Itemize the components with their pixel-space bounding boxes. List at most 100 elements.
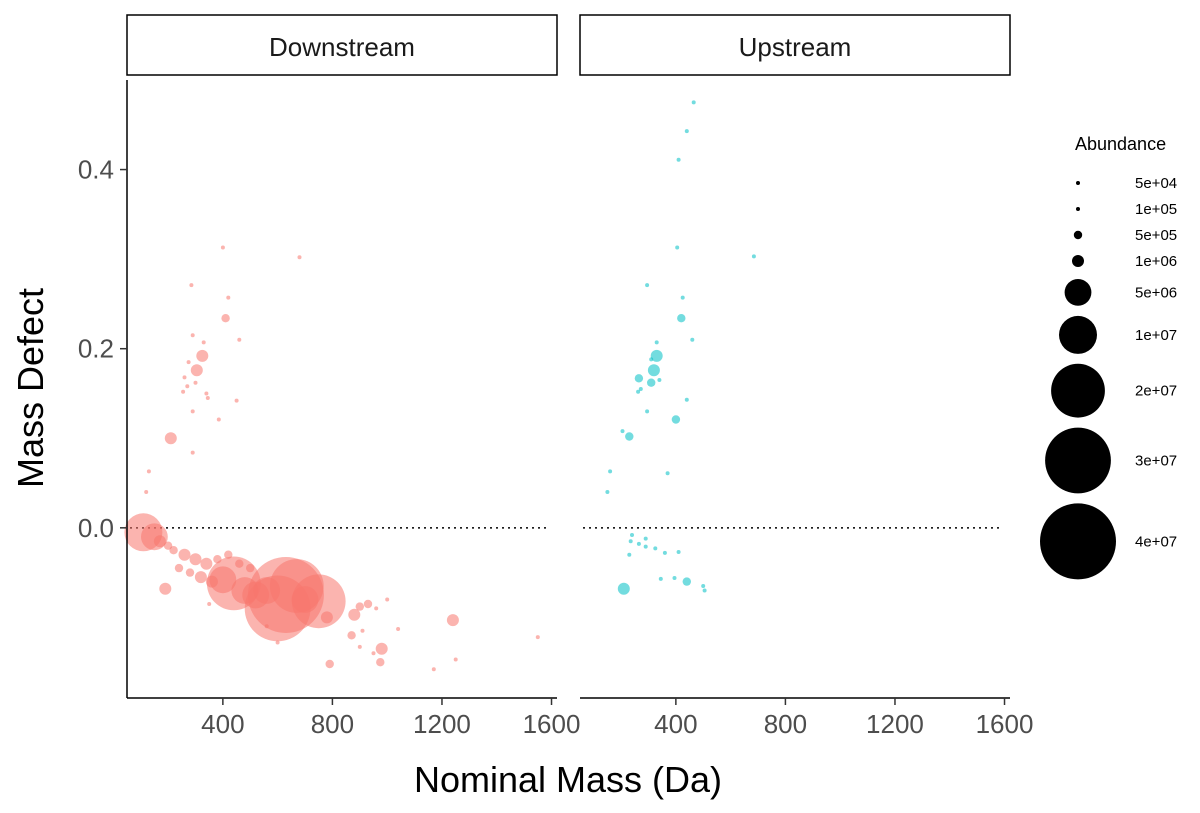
data-point-downstream	[169, 546, 178, 555]
data-point-downstream	[146, 469, 151, 474]
data-point-upstream	[658, 576, 663, 581]
legend-key	[1064, 279, 1092, 306]
data-point-downstream	[189, 283, 194, 288]
data-point-downstream	[385, 597, 390, 602]
data-point-downstream	[205, 396, 210, 400]
y-tick-label: 0.0	[78, 513, 114, 543]
data-point-upstream	[650, 349, 663, 362]
y-axis: 0.0 0.2 0.4	[78, 80, 128, 698]
legend-label: 2e+07	[1135, 383, 1177, 400]
data-point-upstream	[653, 546, 658, 551]
strip-downstream: Downstream	[126, 14, 558, 76]
legend-label: 3e+07	[1135, 453, 1177, 470]
data-point-upstream	[665, 471, 670, 476]
data-point-downstream	[186, 360, 191, 365]
data-point-downstream	[348, 608, 361, 621]
data-point-upstream	[634, 374, 644, 383]
legend-label: 1e+05	[1135, 201, 1177, 218]
data-point-downstream	[446, 614, 459, 627]
data-point-downstream	[275, 640, 280, 645]
data-point-upstream	[654, 340, 659, 345]
data-point-downstream	[297, 255, 302, 260]
data-point-downstream	[453, 657, 458, 662]
panel-downstream: 400 800 1200 1600	[124, 245, 581, 739]
data-point-downstream	[396, 627, 401, 631]
strip-upstream-box	[579, 14, 1011, 76]
data-point-upstream	[684, 129, 689, 134]
data-point-downstream	[360, 628, 365, 633]
strip-upstream: Upstream	[579, 14, 1011, 76]
data-point-upstream	[690, 337, 695, 342]
data-point-downstream	[325, 659, 334, 669]
data-point-upstream	[627, 552, 632, 557]
data-point-upstream	[647, 378, 656, 387]
x-tick-label-upstream: 400	[654, 709, 697, 739]
data-point-downstream	[201, 340, 206, 345]
data-point-upstream	[662, 550, 667, 555]
data-point-downstream	[181, 389, 186, 394]
x-axis-title: Nominal Mass (Da)	[414, 759, 722, 800]
legend-key	[1073, 230, 1083, 240]
data-point-downstream	[200, 557, 213, 570]
data-point-upstream	[702, 588, 707, 593]
data-point-downstream	[221, 314, 230, 323]
legend-key	[1059, 315, 1097, 354]
data-point-upstream	[672, 576, 677, 580]
x-tick-label-upstream: 1200	[866, 709, 924, 739]
x-tick-label-downstream: 1600	[523, 709, 581, 739]
data-point-downstream	[535, 635, 540, 640]
data-point-downstream	[371, 651, 376, 656]
data-point-downstream	[194, 571, 207, 584]
data-point-downstream	[347, 631, 356, 640]
data-point-upstream	[628, 539, 633, 544]
data-point-downstream	[234, 398, 239, 403]
data-point-downstream	[209, 566, 237, 594]
legend-label: 1e+07	[1135, 327, 1177, 344]
data-point-upstream	[675, 245, 680, 250]
data-point-downstream	[253, 577, 281, 604]
data-point-downstream	[182, 375, 187, 380]
data-point-upstream	[676, 157, 681, 162]
data-point-upstream	[625, 432, 634, 441]
strip-downstream-box	[126, 14, 558, 76]
x-tick-label-downstream: 400	[201, 709, 244, 739]
legend-label: 5e+05	[1135, 227, 1177, 244]
data-point-upstream	[676, 550, 681, 554]
data-point-downstream	[264, 624, 269, 629]
data-point-downstream	[193, 380, 198, 385]
data-point-upstream	[620, 429, 625, 434]
data-point-downstream	[185, 384, 190, 389]
data-point-downstream	[190, 409, 195, 414]
data-point-downstream	[144, 490, 149, 494]
data-point-upstream	[649, 357, 654, 362]
data-point-downstream	[190, 450, 195, 455]
x-tick-label-downstream: 1200	[413, 709, 471, 739]
data-point-upstream	[608, 469, 613, 474]
legend-label: 4e+07	[1135, 533, 1177, 550]
data-point-downstream	[374, 606, 379, 611]
data-point-upstream	[677, 314, 686, 323]
data-point-upstream	[643, 544, 648, 549]
data-point-downstream	[153, 535, 166, 548]
data-point-upstream	[684, 397, 689, 402]
x-tick-label-upstream: 1600	[976, 709, 1034, 739]
y-axis-title: Mass Defect	[10, 288, 51, 488]
data-point-upstream	[636, 541, 641, 546]
data-point-downstream	[320, 611, 333, 624]
data-point-downstream	[355, 602, 364, 611]
y-tick-label: 0.4	[78, 155, 114, 185]
data-point-upstream	[645, 283, 650, 288]
data-point-downstream	[216, 417, 221, 422]
data-point-upstream	[630, 533, 634, 537]
strip-downstream-label: Downstream	[269, 32, 415, 62]
data-point-downstream	[431, 667, 436, 672]
x-tick-label-downstream: 800	[311, 709, 354, 739]
data-point-downstream	[357, 644, 362, 649]
data-point-downstream	[207, 602, 212, 606]
data-point-downstream	[189, 553, 202, 566]
legend-label: 5e+04	[1135, 175, 1177, 192]
x-tick-label-upstream: 800	[764, 709, 807, 739]
data-point-downstream	[235, 559, 244, 568]
data-point-upstream	[680, 295, 685, 300]
